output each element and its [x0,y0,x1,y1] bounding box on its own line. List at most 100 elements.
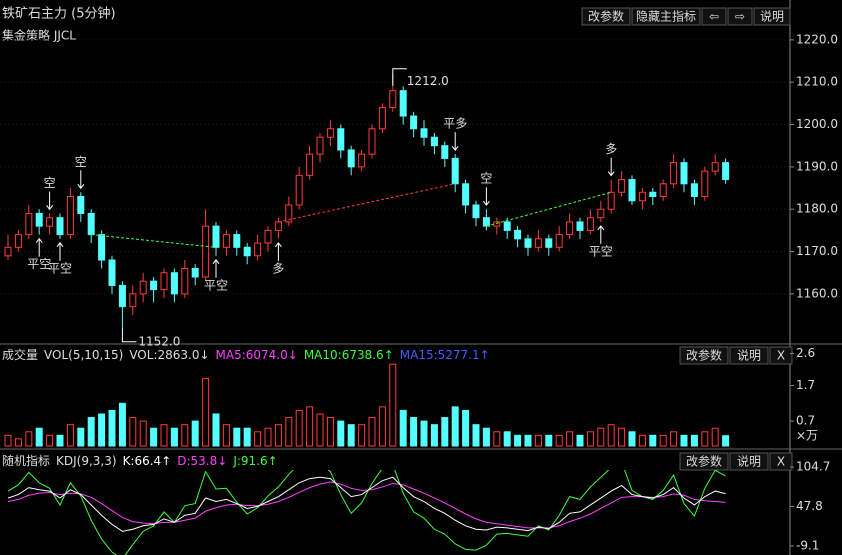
button-label[interactable]: 说明 [760,9,784,24]
candle-body [586,217,594,231]
button-frame[interactable] [727,7,753,26]
volume-bar [451,406,459,447]
volume-bar [285,417,293,447]
trend-line [278,183,456,223]
candle-body [441,145,449,159]
y-tick-label: 1220.0 [796,32,838,46]
legend-entry: VOL(5,10,15) [44,348,123,362]
button-label[interactable]: 说明 [737,454,761,469]
volume-bar [46,434,54,447]
candle-body [628,179,636,202]
button[interactable]: X [769,346,793,365]
button-frame[interactable] [701,7,727,26]
volume-bar [545,434,553,447]
volume-bar [555,434,563,447]
volume-bar [514,434,522,447]
volume-bar [4,434,12,447]
volume-bar [295,409,303,447]
volume-bar [566,431,574,447]
button[interactable]: 说明 [729,452,769,471]
button[interactable]: 改参数 [581,7,631,26]
y-tick-label: 1200.0 [796,117,838,131]
button-frame[interactable] [679,452,729,471]
candle-body [430,136,438,147]
candle-body [389,90,397,109]
button-label[interactable]: X [777,455,785,469]
candle-body [98,234,106,261]
volume-bar [472,424,480,447]
button-frame[interactable] [581,7,631,26]
button-frame[interactable] [753,7,791,26]
candle-body [243,246,251,257]
volume-bar [420,420,428,447]
volume-bar [441,417,449,447]
button-frame[interactable] [769,452,793,471]
button[interactable]: ⇦ [701,7,727,26]
volume-bar [711,427,719,447]
candle-body [306,153,314,176]
button[interactable]: 隐藏主指标 [631,7,701,26]
button-label[interactable]: X [777,349,785,363]
volume-bar [87,417,95,447]
volume-bar [410,417,418,447]
volume-bar [98,413,106,447]
candle-body [191,267,199,278]
candle-body [597,208,605,219]
button-frame[interactable] [729,346,769,365]
button-frame[interactable] [631,7,701,26]
signal-label: 平空 [27,257,51,271]
signal-arrow [597,225,605,244]
button[interactable]: 说明 [729,346,769,365]
candle-body [25,212,33,236]
button[interactable]: 说明 [753,7,791,26]
signal-label: 多 [272,261,284,275]
button[interactable]: ⇨ [727,7,753,26]
volume-bar [118,402,126,447]
candle-body [347,149,355,168]
candle-body [129,293,137,308]
candle-body [202,225,210,278]
button[interactable]: X [769,452,793,471]
volume-bar [139,420,147,447]
volume-bar [618,427,626,447]
volume-bar [233,427,241,447]
button-label[interactable]: 改参数 [686,454,722,469]
legend-entry: J:91.6↑ [232,454,277,468]
volume-bar [597,427,605,447]
button-frame[interactable] [769,346,793,365]
candle-body [233,234,241,248]
signal-label: 空 [75,155,87,169]
button[interactable]: 改参数 [679,452,729,471]
candle-body [618,179,626,193]
volume-bar [25,431,33,447]
candle-body [35,212,43,227]
button-label[interactable]: ⇦ [709,10,719,24]
volume-bar [181,424,189,447]
signal-label: 多 [605,142,617,156]
signal-label: 空 [44,176,56,190]
candle-body [77,196,85,214]
button-label[interactable]: 说明 [737,348,761,363]
volume-bar [306,406,314,447]
volume-bar [160,424,168,447]
button-frame[interactable] [729,452,769,471]
button[interactable]: 改参数 [679,346,729,365]
button-label[interactable]: 改参数 [588,9,624,24]
signal-arrow [607,157,615,177]
volume-bar [482,427,490,447]
button-frame[interactable] [679,346,729,365]
candle-body [680,162,688,185]
volume-bar [129,417,137,447]
legend-entry: KDJ(9,3,3) [56,454,117,468]
y-tick-label: 1180.0 [796,202,838,216]
candle-body [139,280,147,295]
button-label[interactable]: ⇨ [735,10,745,24]
candle-body [118,284,126,308]
button-label[interactable]: 隐藏主指标 [636,9,696,24]
candle-body [534,238,542,248]
volume-bar [638,434,646,447]
candle-body [607,191,615,210]
button-label[interactable]: 改参数 [686,348,722,363]
volume-bar [628,431,636,447]
